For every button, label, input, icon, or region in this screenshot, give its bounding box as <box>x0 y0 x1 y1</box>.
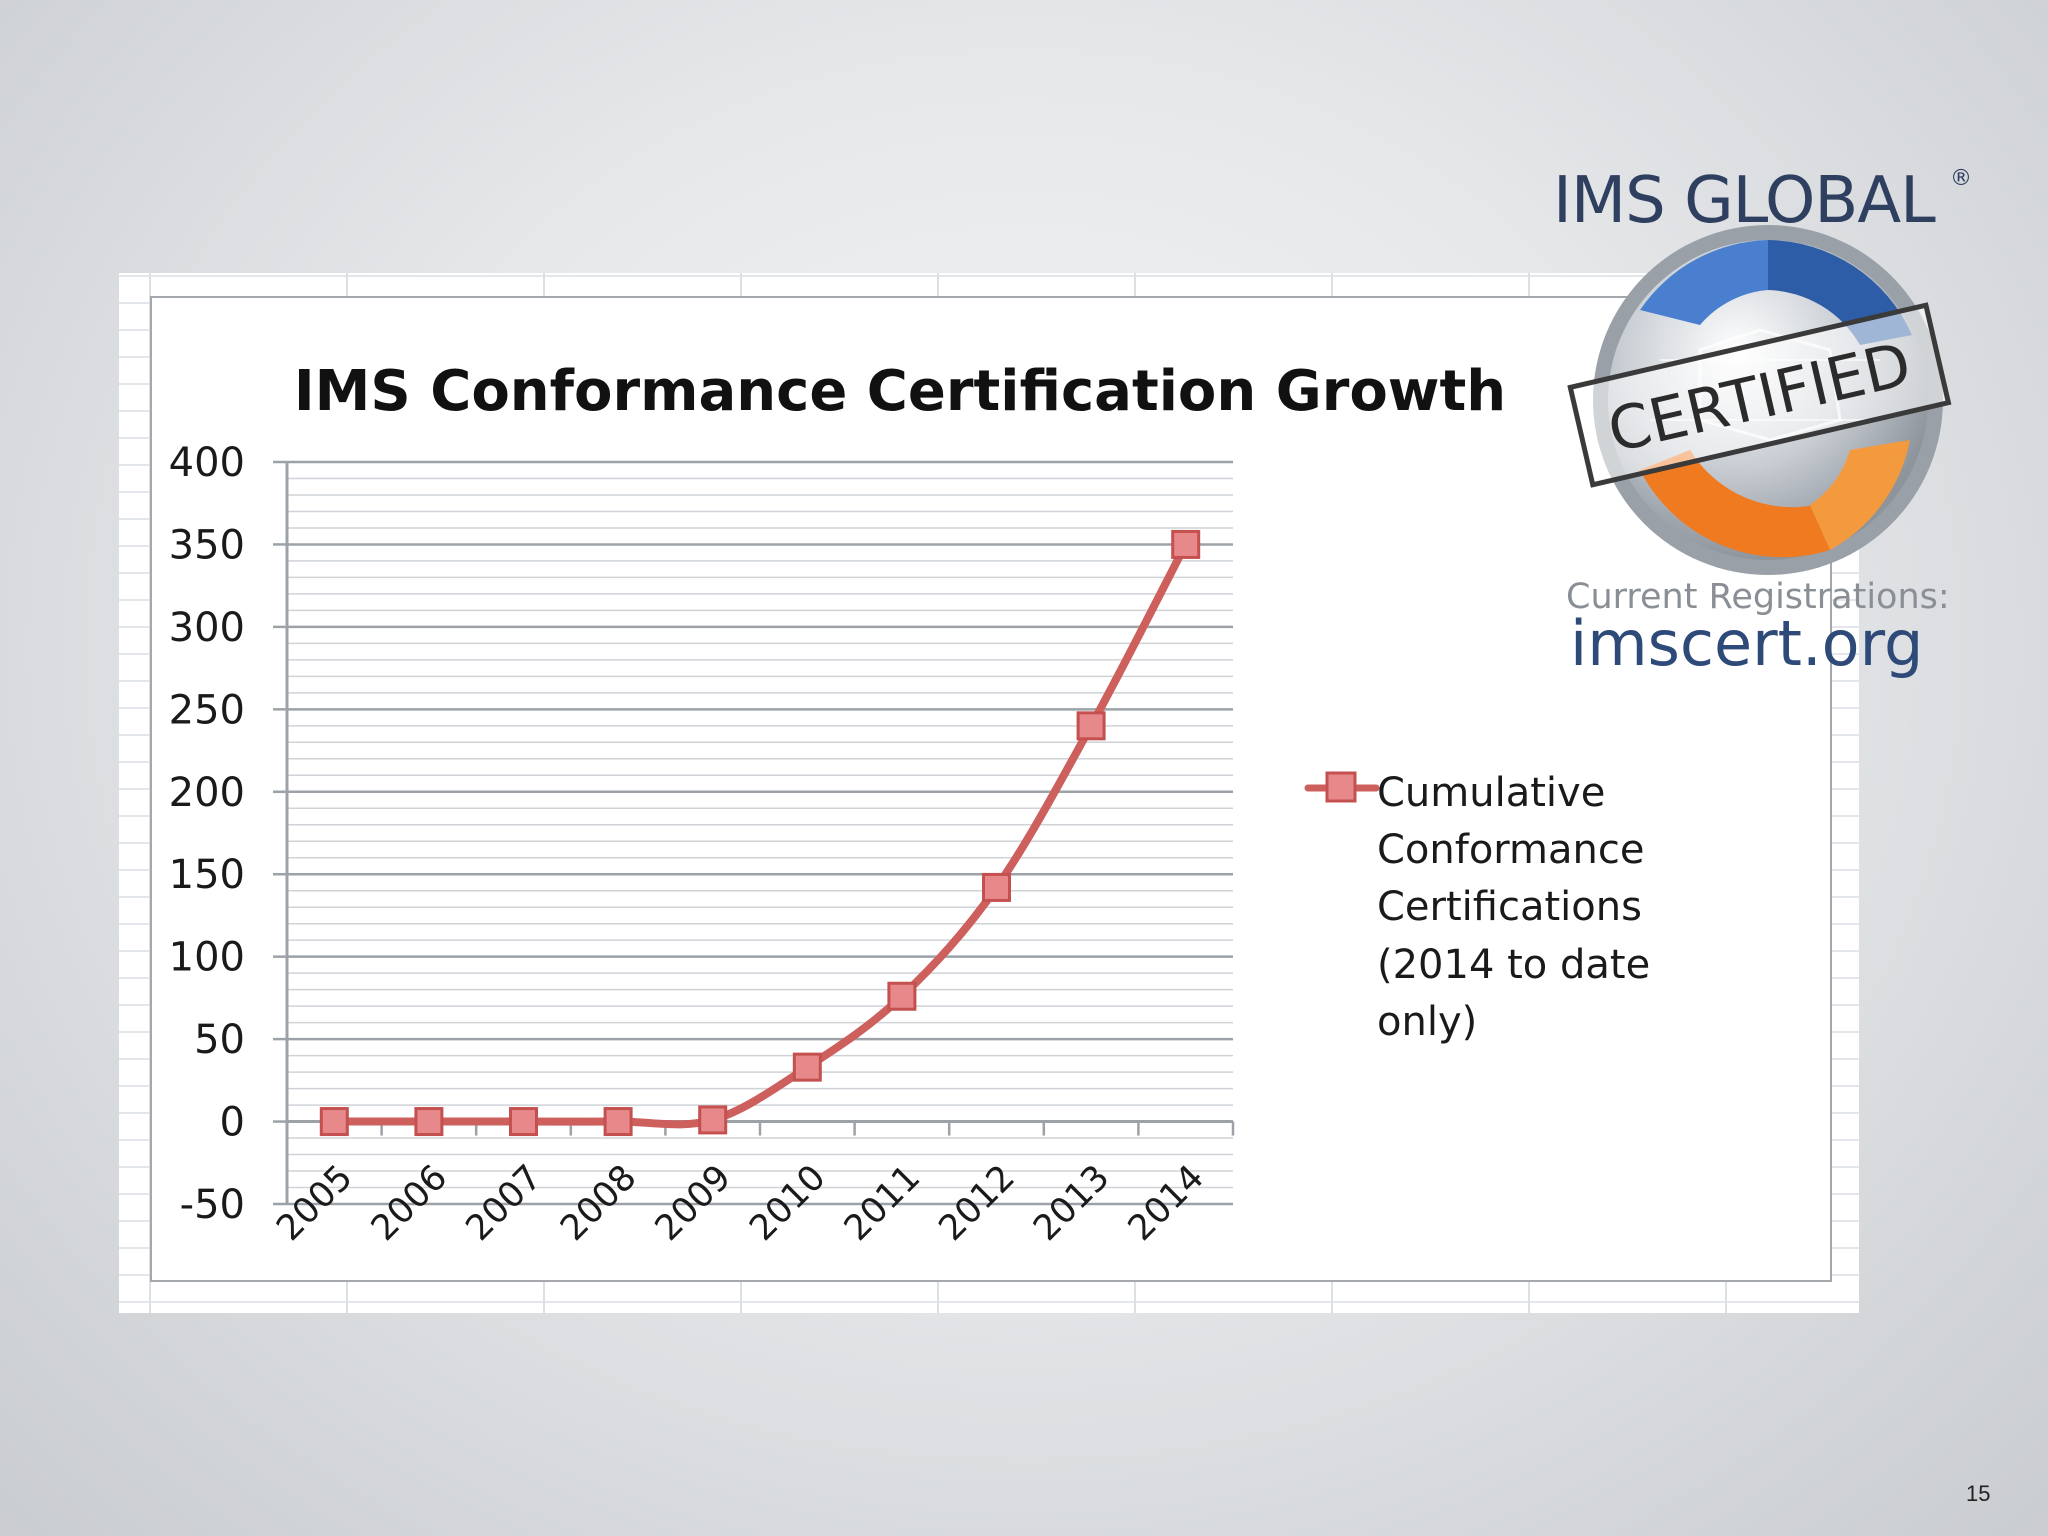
data-point-marker <box>319 1107 349 1137</box>
y-tick-labels: 400 350 300 250 200 150 100 50 0 -50 <box>169 440 245 1228</box>
data-point-marker <box>1076 711 1106 741</box>
y-tick-label: 250 <box>169 687 245 733</box>
logo-registered-mark: ® <box>1950 166 1972 191</box>
legend-label-line-1: Cumulative <box>1377 770 1605 816</box>
y-tick-label: -50 <box>180 1182 245 1228</box>
plot-background <box>287 462 1233 1204</box>
data-point-marker <box>982 872 1011 902</box>
legend-label-line-3: Certifications <box>1377 884 1642 930</box>
certified-globe-icon <box>1593 225 1943 575</box>
legend-label-line-2: Conformance <box>1377 827 1644 873</box>
y-tick-label: 350 <box>169 522 245 568</box>
ims-certified-logo: IMS GLOBAL ® CERTIFIED Current Registrat… <box>1553 164 1972 680</box>
data-point-marker <box>509 1107 538 1137</box>
logo-registrations-label: Current Registrations: <box>1566 577 1950 617</box>
legend: Cumulative Conformance Certifications (2… <box>1304 770 1650 1045</box>
y-tick-label: 300 <box>169 605 245 651</box>
data-point-marker <box>603 1107 633 1137</box>
y-tick-label: 200 <box>169 770 245 816</box>
logo-url: imscert.org <box>1570 607 1923 680</box>
data-point-marker <box>698 1105 728 1135</box>
y-tick-label: 400 <box>169 440 245 486</box>
certified-stamp-box <box>1567 302 1952 488</box>
logo-brand-text: IMS GLOBAL <box>1553 164 1936 238</box>
chart-title: IMS Conformance Certification Growth <box>294 359 1506 424</box>
gridlines <box>287 460 1233 1206</box>
y-tick-label: 100 <box>169 935 245 981</box>
data-point-marker <box>887 981 917 1011</box>
data-point-marker <box>1171 529 1201 559</box>
y-tick-label: 0 <box>220 1100 245 1146</box>
y-tick-label: 150 <box>169 852 245 898</box>
legend-marker-swatch <box>1325 771 1357 803</box>
data-point-marker <box>414 1107 444 1137</box>
y-tick-label: 50 <box>194 1017 245 1063</box>
data-point-marker <box>792 1052 822 1082</box>
legend-label-line-4: (2014 to date <box>1377 942 1650 988</box>
legend-label-line-5: only) <box>1377 999 1477 1045</box>
series-group <box>319 529 1201 1137</box>
page-number: 15 <box>1966 1481 1990 1506</box>
